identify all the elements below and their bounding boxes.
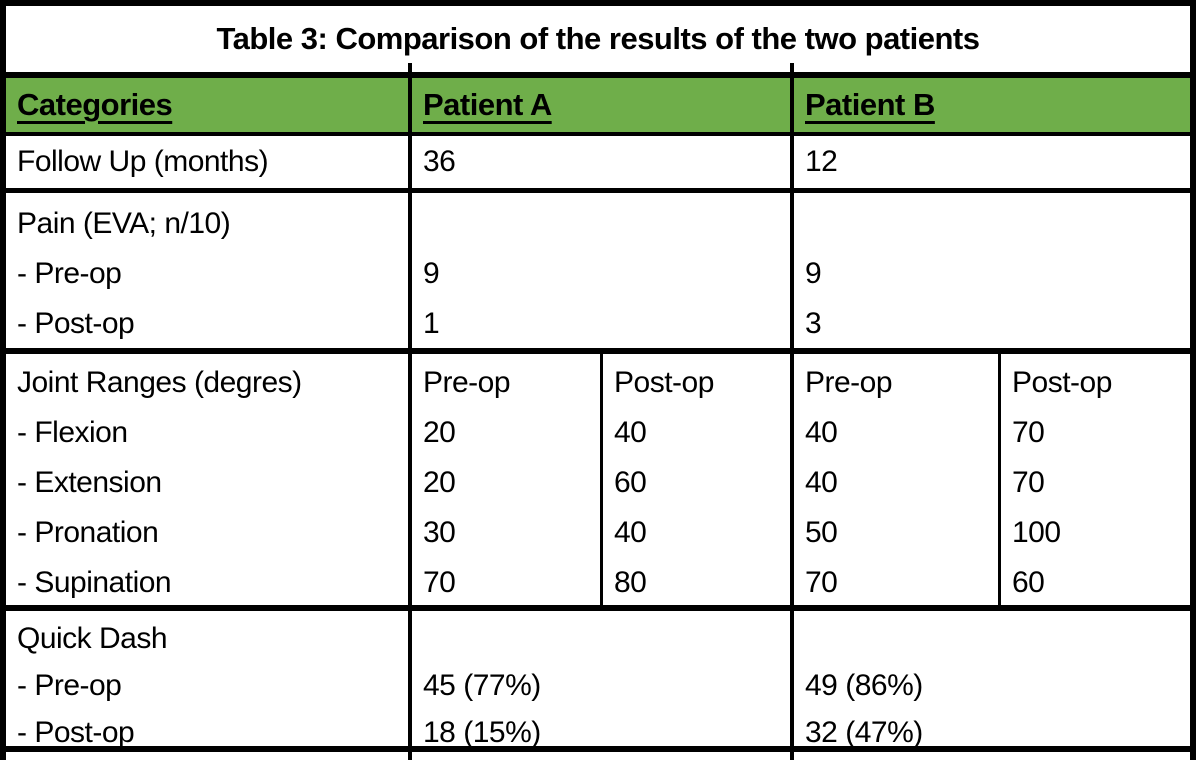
quick-dash-post-op-label: - Post-op (17, 716, 135, 746)
joint-extension-a-pre: 20 (423, 466, 456, 499)
joint-pronation-b-post: 100 (1012, 516, 1061, 549)
joint-extension-b-pre: 40 (805, 466, 838, 499)
row-follow-up: Follow Up (months) 36 12 (6, 136, 1190, 193)
quick-dash-pre-op-value-b: 49 (86%) (805, 669, 923, 702)
cut-off-cell (6, 752, 412, 760)
quick-dash-values-patient-a: 45 (77%) 18 (15%) (412, 611, 794, 746)
joint-col-b-pre: Pre-op 40 40 50 70 (794, 354, 1001, 605)
pain-post-op-label: - Post-op (17, 307, 135, 340)
joint-subheader-b-post: Post-op (1012, 366, 1112, 399)
spacer-line (423, 201, 790, 251)
section-quick-dash: Quick Dash - Pre-op - Post-op 45 (77%) 1… (6, 611, 1190, 752)
table-title: Table 3: Comparison of the results of th… (216, 21, 980, 56)
pain-post-op-value-b: 3 (805, 307, 822, 340)
joint-supination-label: - Supination (17, 566, 172, 599)
cell-border-tick (408, 63, 412, 72)
joint-flexion-a-post: 40 (614, 416, 647, 449)
follow-up-value-patient-b: 12 (794, 136, 1190, 188)
joint-extension-a-post: 60 (614, 466, 647, 499)
joint-col-a-pre: Pre-op 20 20 30 70 (412, 354, 603, 605)
joint-pronation-a-post: 40 (614, 516, 647, 549)
joint-flexion-b-post: 70 (1012, 416, 1045, 449)
joint-pronation-b-pre: 50 (805, 516, 838, 549)
joint-pronation-label: - Pronation (17, 516, 159, 549)
quick-dash-labels-cell: Quick Dash - Pre-op - Post-op (6, 611, 412, 746)
header-patient-b-label: Patient B (805, 87, 935, 122)
follow-up-a-value: 36 (423, 145, 456, 178)
pain-labels-cell: Pain (EVA; n/10) - Pre-op - Post-op (6, 193, 412, 348)
spacer-line (805, 617, 1190, 664)
pain-pre-op-value-b: 9 (805, 257, 822, 290)
follow-up-label-cell: Follow Up (months) (6, 136, 412, 188)
header-categories-label: Categories (17, 87, 173, 122)
joint-flexion-a-pre: 20 (423, 416, 456, 449)
pain-pre-op-value-a: 9 (423, 257, 440, 290)
pain-post-op-value-a: 1 (423, 307, 440, 340)
joint-flexion-label: - Flexion (17, 416, 128, 449)
joint-subheader-b-pre: Pre-op (805, 366, 893, 399)
quick-dash-post-op-value-a: 18 (15%) (423, 716, 541, 746)
joint-labels-cell: Joint Ranges (degres) - Flexion - Extens… (6, 354, 412, 605)
joint-extension-label: - Extension (17, 466, 162, 499)
section-joint-ranges: Joint Ranges (degres) - Flexion - Extens… (6, 354, 1190, 611)
cut-off-cell (412, 752, 794, 760)
table-header-row: Categories Patient A Patient B (6, 78, 1190, 136)
joint-supination-a-post: 80 (614, 566, 647, 599)
pain-pre-op-label: - Pre-op (17, 257, 122, 290)
joint-flexion-b-pre: 40 (805, 416, 838, 449)
follow-up-b-value: 12 (805, 145, 838, 178)
header-cell-categories: Categories (6, 78, 412, 132)
cell-border-tick (790, 63, 794, 72)
joint-col-b-post: Post-op 70 70 100 60 (1001, 354, 1190, 605)
quick-dash-values-patient-b: 49 (86%) 32 (47%) (794, 611, 1190, 746)
joint-extension-b-post: 70 (1012, 466, 1045, 499)
cut-off-cell (794, 752, 1190, 760)
joint-supination-a-pre: 70 (423, 566, 456, 599)
quick-dash-pre-op-value-a: 45 (77%) (423, 669, 541, 702)
joint-pronation-a-pre: 30 (423, 516, 456, 549)
joint-subheader-a-pre: Pre-op (423, 366, 511, 399)
spacer-line (805, 201, 1190, 251)
spacer-line (423, 617, 790, 664)
cut-off-next-row (6, 752, 1190, 760)
quick-dash-section-label: Quick Dash (17, 622, 168, 655)
quick-dash-pre-op-label: - Pre-op (17, 669, 122, 702)
quick-dash-post-op-value-b: 32 (47%) (805, 716, 923, 746)
pain-values-patient-b: 9 3 (794, 193, 1190, 348)
joint-col-a-post: Post-op 40 60 40 80 (603, 354, 794, 605)
header-patient-a-label: Patient A (423, 87, 552, 122)
pain-values-patient-a: 9 1 (412, 193, 794, 348)
joint-supination-b-pre: 70 (805, 566, 838, 599)
header-cell-patient-a: Patient A (412, 78, 794, 132)
joint-supination-b-post: 60 (1012, 566, 1045, 599)
follow-up-value-patient-a: 36 (412, 136, 794, 188)
pain-section-label: Pain (EVA; n/10) (17, 207, 231, 240)
header-cell-patient-b: Patient B (794, 78, 1190, 132)
follow-up-label: Follow Up (months) (17, 145, 269, 178)
section-pain: Pain (EVA; n/10) - Pre-op - Post-op 9 1 … (6, 193, 1190, 354)
joint-section-label: Joint Ranges (degres) (17, 366, 302, 399)
table-title-row: Table 3: Comparison of the results of th… (6, 6, 1190, 78)
joint-subheader-a-post: Post-op (614, 366, 714, 399)
